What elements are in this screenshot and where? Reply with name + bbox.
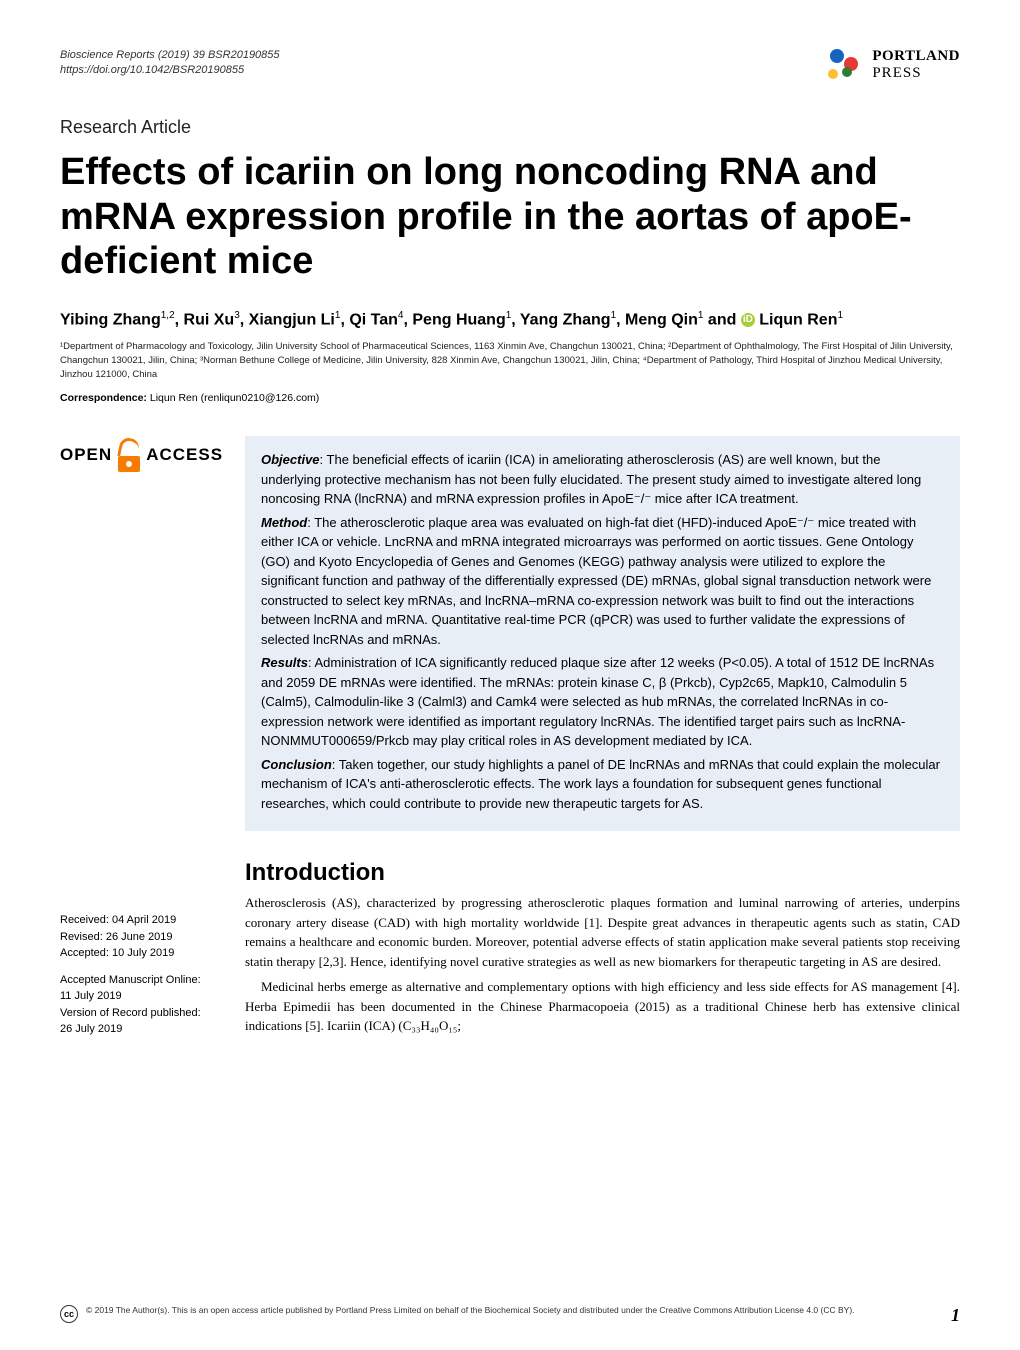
objective-label: Objective — [261, 452, 320, 467]
correspondence-text: Liqun Ren (renliqun0210@126.com) — [147, 392, 319, 404]
correspondence: Correspondence: Liqun Ren (renliqun0210@… — [60, 392, 960, 404]
page-footer: cc © 2019 The Author(s). This is an open… — [60, 1305, 960, 1326]
accepted-date: Accepted: 10 July 2019 — [60, 945, 225, 962]
online-label: Accepted Manuscript Online: — [60, 972, 225, 989]
correspondence-label: Correspondence: — [60, 392, 147, 404]
intro-paragraph-2: Medicinal herbs emerge as alternative an… — [245, 977, 960, 1036]
objective-text: : The beneficial effects of icariin (ICA… — [261, 452, 921, 506]
logo-dots-icon — [824, 49, 864, 81]
open-lock-icon — [116, 438, 142, 472]
introduction-heading: Introduction — [245, 859, 960, 887]
conclusion-label: Conclusion — [261, 757, 332, 772]
method-text: : The atherosclerotic plaque area was ev… — [261, 515, 931, 647]
article-type-label: Research Article — [60, 117, 960, 138]
access-word: ACCESS — [146, 445, 223, 465]
vor-date: 26 July 2019 — [60, 1021, 225, 1038]
online-date: 11 July 2019 — [60, 988, 225, 1005]
open-access-badge: OPEN ACCESS — [60, 436, 225, 831]
author-list: Yibing Zhang1,2, Rui Xu3, Xiangjun Li1, … — [60, 310, 960, 329]
license-text: © 2019 The Author(s). This is an open ac… — [86, 1305, 923, 1317]
logo-text-line2: PRESS — [872, 65, 960, 82]
article-title: Effects of icariin on long noncoding RNA… — [60, 150, 960, 284]
method-label: Method — [261, 515, 307, 530]
page-number: 1 — [951, 1305, 960, 1326]
open-word: OPEN — [60, 445, 112, 465]
abstract-box: Objective: The beneficial effects of ica… — [245, 436, 960, 831]
logo-text-line1: PORTLAND — [872, 48, 960, 65]
article-dates: Received: 04 April 2019 Revised: 26 June… — [60, 859, 225, 1042]
revised-date: Revised: 26 June 2019 — [60, 929, 225, 946]
conclusion-text: : Taken together, our study highlights a… — [261, 757, 940, 811]
vor-label: Version of Record published: — [60, 1005, 225, 1022]
results-label: Results — [261, 655, 308, 670]
publisher-logo: PORTLAND PRESS — [824, 48, 960, 82]
received-date: Received: 04 April 2019 — [60, 912, 225, 929]
cc-icon: cc — [60, 1305, 78, 1323]
results-text: : Administration of ICA significantly re… — [261, 655, 934, 748]
intro-paragraph-1: Atherosclerosis (AS), characterized by p… — [245, 893, 960, 971]
affiliations: ¹Department of Pharmacology and Toxicolo… — [60, 340, 960, 383]
